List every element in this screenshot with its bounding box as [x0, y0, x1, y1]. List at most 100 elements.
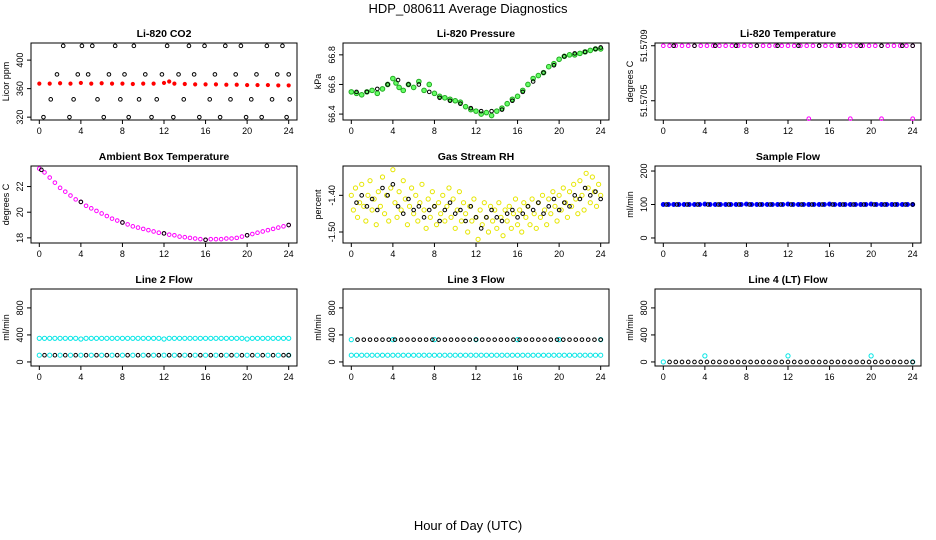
data-point: [363, 218, 369, 224]
data-point: [99, 335, 105, 341]
data-point: [562, 54, 567, 59]
data-point: [671, 202, 677, 207]
data-point: [871, 202, 877, 207]
data-point: [804, 359, 810, 365]
data-point: [280, 43, 285, 49]
x-tick-label: 0: [661, 249, 666, 259]
data-point: [897, 43, 903, 49]
y-axis-label: ml/min: [625, 314, 635, 341]
data-point: [494, 225, 500, 231]
data-point: [695, 202, 700, 207]
data-point: [406, 203, 413, 209]
y-tick-label: -1.40: [327, 185, 337, 206]
data-point: [460, 200, 467, 206]
data-point: [681, 202, 687, 207]
data-point: [151, 352, 157, 358]
data-point: [269, 97, 275, 102]
data-point: [879, 43, 884, 49]
data-point: [536, 200, 541, 205]
data-point: [386, 218, 392, 224]
data-point: [519, 229, 525, 235]
y-axis-label: degrees C: [625, 60, 635, 102]
x-tick-label: 0: [349, 372, 354, 382]
data-point: [458, 218, 465, 224]
data-point: [244, 336, 250, 342]
data-point: [239, 234, 245, 239]
data-point: [47, 175, 53, 180]
data-point: [171, 114, 176, 120]
data-point: [446, 185, 452, 191]
data-point: [530, 352, 536, 358]
data-point: [489, 207, 494, 213]
x-tick-label: 12: [783, 126, 793, 136]
x-axis-title: Hour of Day (UTC): [413, 518, 523, 533]
data-point: [433, 222, 440, 228]
data-point: [710, 359, 716, 365]
panel-pressure: Li-820 Pressure kPa 0 4 8 12 16 20 24 66.4 66.6 66.…: [313, 28, 610, 136]
data-point: [192, 352, 198, 358]
data-point: [238, 43, 244, 49]
data-point: [42, 352, 47, 358]
data-point: [456, 189, 462, 195]
panel-title: Line 3 Flow: [447, 274, 505, 286]
x-tick-label: 4: [390, 372, 395, 382]
data-point: [171, 335, 177, 341]
data-point: [213, 82, 219, 87]
data-point: [250, 352, 255, 358]
figure-title: HDP_080611 Average Diagnostics: [368, 1, 568, 16]
data-point: [529, 337, 535, 342]
data-point: [589, 174, 595, 180]
data-point: [281, 352, 286, 358]
data-point: [275, 352, 281, 358]
data-point: [823, 43, 828, 49]
data-point: [860, 43, 866, 49]
panel-line2: Line 2 Flow ml/min 0 4 8 12 16 20 24 0 400 800: [1, 274, 298, 382]
data-point: [660, 202, 666, 207]
x-tick-label: 12: [471, 249, 481, 259]
data-point: [854, 359, 859, 365]
data-point: [509, 352, 515, 358]
x-tick-label: 20: [866, 372, 876, 382]
data-point: [255, 230, 260, 236]
data-point: [358, 92, 365, 98]
data-point: [437, 352, 443, 358]
data-point: [572, 193, 578, 198]
panel-sample_flow: Sample Flow ml/min 0 4 8 12 16 20 24 0 100 200: [625, 151, 922, 259]
data-point: [571, 181, 577, 187]
x-tick-label: 4: [702, 249, 707, 259]
data-point: [83, 352, 89, 358]
data-point: [560, 337, 566, 342]
data-point: [891, 43, 897, 49]
data-point: [355, 337, 360, 342]
data-point: [78, 80, 83, 86]
data-point: [390, 352, 396, 358]
data-point: [851, 202, 856, 207]
data-point: [248, 97, 254, 102]
data-point: [109, 81, 115, 86]
data-point: [411, 352, 417, 358]
data-point: [729, 43, 735, 49]
data-point: [587, 200, 593, 206]
data-point: [582, 185, 588, 191]
data-point: [486, 337, 491, 342]
data-point: [566, 189, 573, 195]
data-point: [546, 204, 552, 209]
data-point: [37, 81, 42, 86]
data-point: [704, 43, 710, 49]
data-point: [71, 97, 76, 102]
data-point: [504, 337, 510, 342]
data-point: [671, 43, 677, 49]
data-point: [265, 227, 271, 233]
data-point: [567, 204, 572, 209]
data-point: [359, 181, 365, 187]
data-point: [541, 70, 546, 75]
data-point: [350, 207, 356, 213]
data-point: [135, 225, 141, 230]
data-point: [274, 72, 280, 77]
data-point: [48, 97, 54, 102]
data-point: [224, 82, 229, 87]
data-point: [447, 200, 453, 205]
data-point: [442, 207, 448, 213]
data-point: [99, 352, 105, 358]
